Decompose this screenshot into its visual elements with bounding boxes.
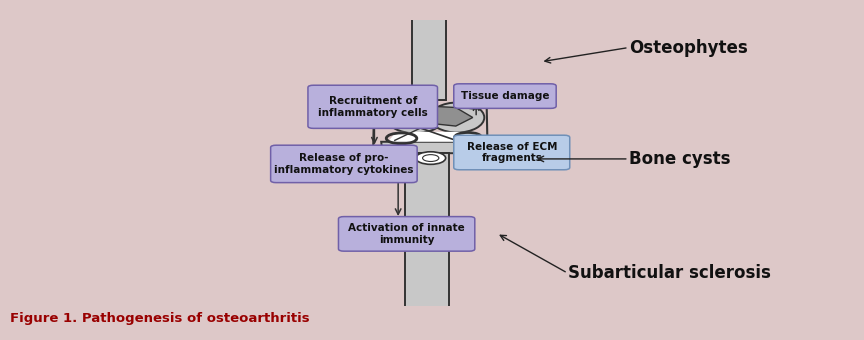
Ellipse shape xyxy=(466,103,485,109)
FancyBboxPatch shape xyxy=(308,85,437,129)
Polygon shape xyxy=(405,153,449,312)
Text: Subarticular sclerosis: Subarticular sclerosis xyxy=(568,264,771,282)
Text: Release of pro-
inflammatory cytokines: Release of pro- inflammatory cytokines xyxy=(274,153,414,175)
Polygon shape xyxy=(361,95,396,118)
Text: Bone cysts: Bone cysts xyxy=(629,150,730,168)
Text: Figure 1. Pathogenesis of osteoarthritis: Figure 1. Pathogenesis of osteoarthritis xyxy=(10,312,310,325)
Ellipse shape xyxy=(430,103,485,133)
Polygon shape xyxy=(405,106,473,126)
Text: Osteophytes: Osteophytes xyxy=(629,38,747,56)
FancyBboxPatch shape xyxy=(339,217,475,251)
FancyBboxPatch shape xyxy=(454,84,556,108)
Text: Recruitment of
inflammatory cells: Recruitment of inflammatory cells xyxy=(318,96,428,118)
Circle shape xyxy=(416,152,446,164)
Text: Release of ECM
fragments: Release of ECM fragments xyxy=(467,142,557,163)
Text: Tissue damage: Tissue damage xyxy=(461,91,550,101)
Text: Activation of innate
immunity: Activation of innate immunity xyxy=(348,223,465,245)
Polygon shape xyxy=(388,132,483,142)
Ellipse shape xyxy=(386,102,444,133)
Polygon shape xyxy=(412,15,446,100)
FancyBboxPatch shape xyxy=(270,145,417,183)
Polygon shape xyxy=(381,142,490,153)
FancyBboxPatch shape xyxy=(454,135,569,170)
